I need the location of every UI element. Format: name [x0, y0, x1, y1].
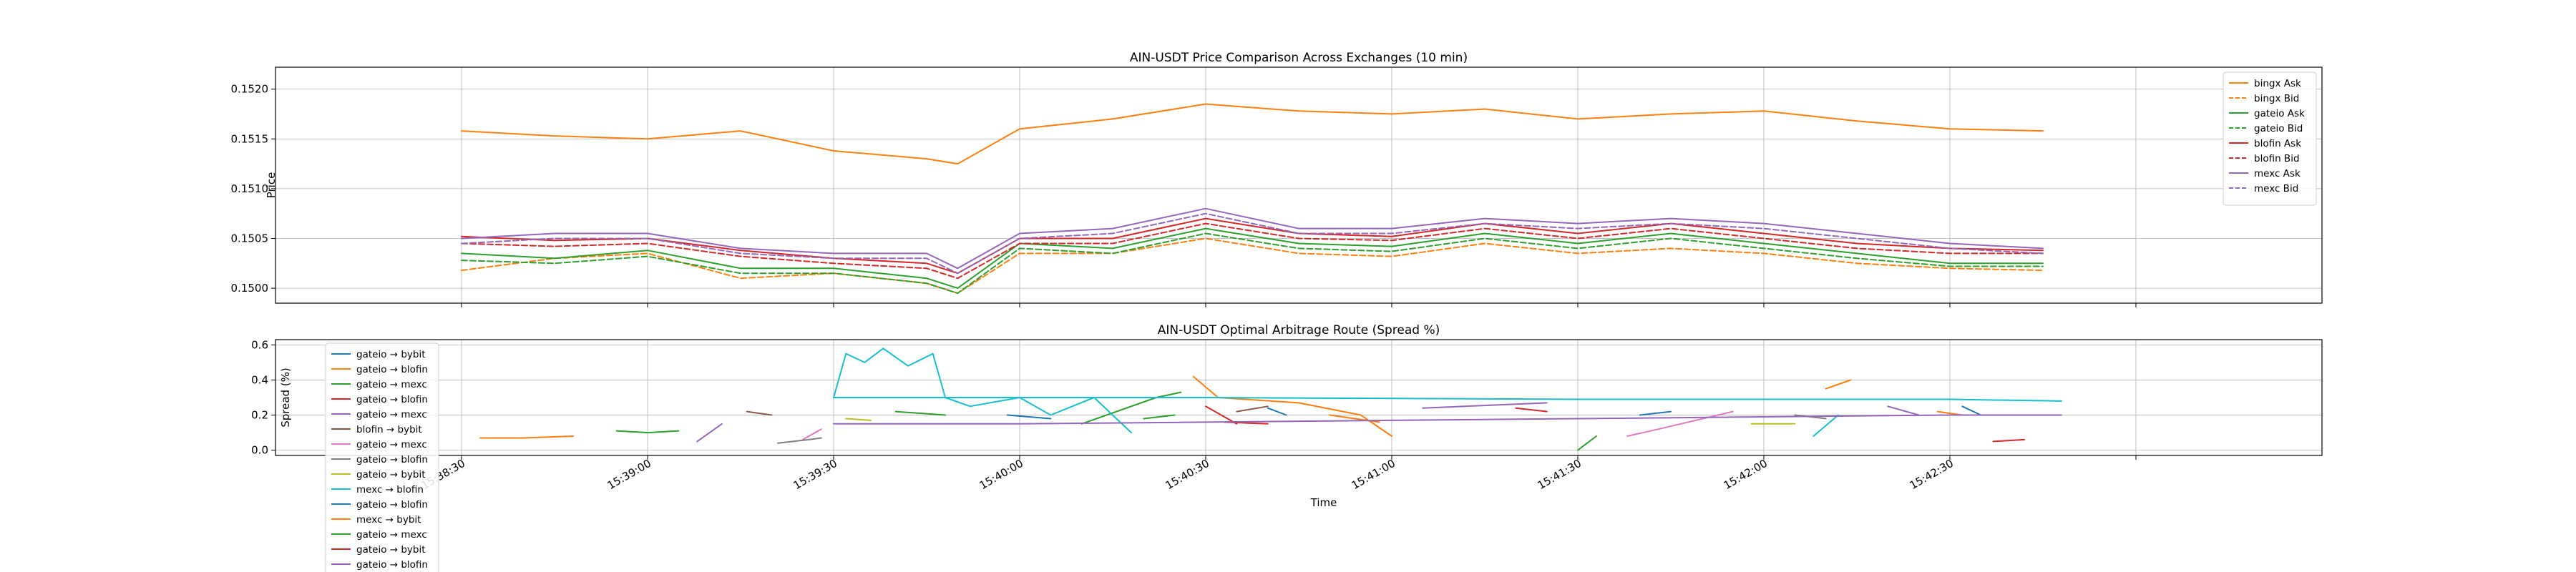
price-series-line-gateio-bid-3 [461, 232, 2044, 295]
price-y-ticks: 0.1500 0.1505 0.1510 0.1515 0.1520 [231, 83, 275, 295]
price-legend-label: mexc Ask [2254, 168, 2301, 179]
price-series-line-mexc-ask-6 [461, 207, 2044, 270]
spread-legend: gateio → bybit gateio → blofin gateio → me… [325, 342, 439, 572]
spread-series-line-blofin-bybit-5 [746, 410, 773, 416]
spread-y-ticks: 0.0 0.2 0.4 0.6 [251, 338, 275, 457]
spread-y-tick-label: 0.0 [251, 444, 268, 457]
price-y-axis-label: Price [265, 172, 278, 199]
spread-series-line-mexc-blofin-9 [1813, 414, 1839, 437]
spread-series-line-gateio-blofin-3 [1992, 438, 2025, 443]
price-series [461, 103, 2044, 295]
price-grid [275, 67, 2322, 303]
spread-series-line-gateio-blofin-3 [1205, 405, 1238, 425]
price-legend-label: blofin Ask [2254, 138, 2301, 149]
spread-series-line-gateio-bybit-8 [845, 418, 872, 421]
spread-legend-label: gateio → bybit [356, 544, 426, 556]
spread-legend-label: gateio → mexc [356, 409, 427, 420]
spread-series-line-gateio-mexc-2 [615, 430, 680, 434]
price-series-line-blofin-bid-5 [461, 222, 2044, 280]
price-y-tick-label: 0.1500 [231, 282, 269, 295]
spread-chart-title: AIN-USDT Optimal Arbitrage Route (Spread… [1158, 323, 1440, 337]
price-series-line-blofin-ask-4 [461, 217, 2044, 275]
price-legend-label: bingx Bid [2254, 93, 2299, 104]
spread-legend-label: gateio → blofin [356, 454, 428, 465]
spread-legend-box [325, 342, 439, 572]
spread-series-line-gateio-blofin-7 [777, 437, 822, 444]
spread-series-line-gateio-mexc-4 [696, 423, 723, 443]
spread-series-line-gateio-mexc-4 [1887, 405, 1920, 416]
spread-legend-label: gateio → bybit [356, 469, 426, 480]
spread-series-line-gateio-blofin-14 [833, 414, 2062, 425]
price-legend-label: mexc Bid [2254, 183, 2298, 194]
spread-series-line-gateio-blofin-1 [1825, 379, 1852, 390]
spread-series-line-gateio-blofin-10 [1961, 405, 1982, 416]
spread-legend-label: gateio → mexc [356, 439, 427, 450]
price-legend-label: gateio Bid [2254, 123, 2303, 134]
price-legend: bingx Ask bingx Bid gateio Ask gateio Bid bl… [2223, 72, 2317, 206]
spread-series-line-gateio-mexc-4 [1422, 402, 1548, 409]
price-legend-label: bingx Ask [2254, 78, 2301, 89]
spread-series-line-gateio-blofin-1 [1192, 375, 1392, 437]
spread-x-axis-label: Time [1310, 496, 1337, 509]
spread-series-line-gateio-mexc-6 [801, 428, 822, 440]
price-legend-label: blofin Bid [2254, 153, 2300, 164]
spread-series-line-gateio-bybit-13 [1515, 407, 1548, 413]
price-y-tick-label: 0.1520 [231, 83, 269, 96]
spread-series-line-mexc-blofin-9 [833, 347, 1132, 434]
spread-legend-label: gateio → mexc [356, 379, 427, 390]
spread-series-line-mexc-blofin-9 [833, 397, 2062, 402]
spread-y-tick-label: 0.6 [251, 338, 268, 351]
spread-legend-label: gateio → blofin [356, 499, 428, 511]
price-plot-frame [275, 66, 2323, 304]
spread-series-line-gateio-bybit-0 [1006, 414, 1052, 420]
spread-legend-label: gateio → blofin [356, 559, 428, 571]
spread-legend-label: gateio → bybit [356, 349, 426, 360]
spread-series-line-gateio-bybit-0 [1639, 410, 1672, 416]
price-x-ticks [461, 303, 2137, 307]
price-y-tick-label: 0.1510 [231, 182, 269, 195]
spread-legend-label: gateio → mexc [356, 529, 427, 541]
spread-series-line-gateio-blofin-10 [1267, 407, 1287, 416]
spread-y-tick-label: 0.2 [251, 409, 268, 422]
spread-series-line-gateio-blofin-1 [479, 435, 574, 439]
price-legend-label: gateio Ask [2254, 108, 2305, 119]
spread-legend-label: mexc → bybit [356, 514, 421, 526]
price-series-line-gateio-ask-2 [461, 227, 2044, 290]
spread-series [479, 347, 2062, 451]
price-y-tick-label: 0.1505 [231, 232, 269, 245]
spread-y-tick-label: 0.4 [251, 373, 268, 386]
price-legend-box [2223, 72, 2317, 206]
price-series-line-bingx-ask-0 [461, 103, 2044, 165]
spread-plot-frame [275, 339, 2323, 456]
price-chart: 0.1500 0.1505 0.1510 0.1515 0.1520 AIN-USDT … [231, 51, 2323, 307]
spread-series-line-gateio-mexc-12 [894, 410, 946, 416]
spread-legend-label: mexc → blofin [356, 484, 424, 495]
spread-y-axis-label: Spread (%) [279, 368, 292, 428]
spread-series-line-gateio-mexc-12 [1143, 414, 1176, 420]
spread-series-line-blofin-bybit-5 [1236, 405, 1269, 413]
spread-legend-label: blofin → bybit [356, 424, 422, 435]
price-y-tick-label: 0.1515 [231, 132, 269, 145]
price-series-line-bingx-bid-1 [461, 237, 2044, 295]
price-chart-title: AIN-USDT Price Comparison Across Exchang… [1130, 51, 1468, 65]
spread-legend-label: gateio → blofin [356, 394, 428, 405]
spread-series-line-gateio-mexc-2 [1577, 435, 1597, 451]
price-series-line-mexc-bid-7 [461, 212, 2044, 275]
spread-legend-label: gateio → blofin [356, 364, 428, 375]
